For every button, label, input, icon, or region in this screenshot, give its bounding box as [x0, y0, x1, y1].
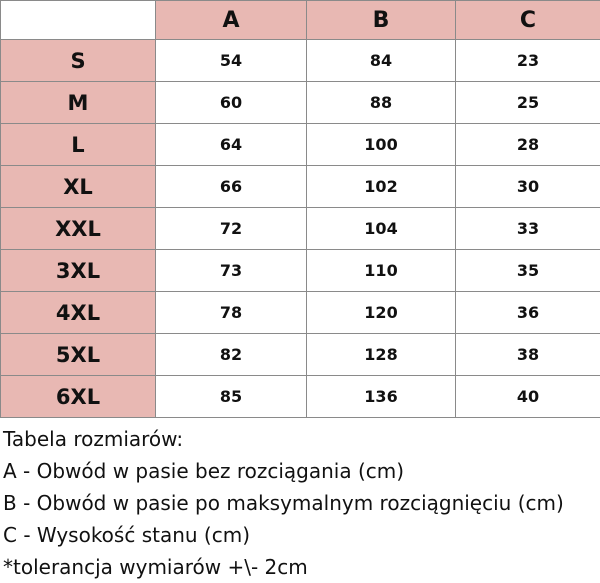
size-label: L	[1, 124, 156, 166]
size-label: M	[1, 82, 156, 124]
measurement-cell-b: 100	[307, 124, 456, 166]
note-tolerance: *tolerancja wymiarów +\- 2cm	[3, 551, 564, 583]
note-c: C - Wysokość stanu (cm)	[3, 519, 564, 551]
measurement-cell-b: 110	[307, 250, 456, 292]
column-header-c: C	[456, 1, 600, 40]
measurement-cell-b: 84	[307, 40, 456, 82]
note-a: A - Obwód w pasie bez rozciągania (cm)	[3, 455, 564, 487]
measurement-cell-a: 78	[156, 292, 307, 334]
note-b: B - Obwód w pasie po maksymalnym rozciąg…	[3, 487, 564, 519]
corner-cell	[1, 1, 156, 40]
legend-notes: Tabela rozmiarów: A - Obwód w pasie bez …	[3, 423, 564, 583]
measurement-cell-c: 30	[456, 166, 600, 208]
notes-title: Tabela rozmiarów:	[3, 423, 564, 455]
measurement-cell-b: 128	[307, 334, 456, 376]
size-label: S	[1, 40, 156, 82]
measurement-cell-c: 33	[456, 208, 600, 250]
measurement-cell-a: 72	[156, 208, 307, 250]
measurement-cell-c: 28	[456, 124, 600, 166]
measurement-cell-c: 25	[456, 82, 600, 124]
column-header-a: A	[156, 1, 307, 40]
size-label: XL	[1, 166, 156, 208]
measurement-cell-a: 60	[156, 82, 307, 124]
measurement-cell-b: 136	[307, 376, 456, 418]
size-label: 4XL	[1, 292, 156, 334]
header-row: A B C	[1, 1, 600, 40]
size-label: 5XL	[1, 334, 156, 376]
measurement-cell-a: 66	[156, 166, 307, 208]
measurement-cell-c: 38	[456, 334, 600, 376]
column-header-b: B	[307, 1, 456, 40]
measurement-cell-b: 120	[307, 292, 456, 334]
measurement-cell-a: 82	[156, 334, 307, 376]
measurement-cell-c: 23	[456, 40, 600, 82]
measurement-cell-a: 54	[156, 40, 307, 82]
measurement-cell-a: 64	[156, 124, 307, 166]
measurement-cell-b: 102	[307, 166, 456, 208]
size-label: 6XL	[1, 376, 156, 418]
measurement-cell-c: 40	[456, 376, 600, 418]
size-label: XXL	[1, 208, 156, 250]
measurement-cell-a: 73	[156, 250, 307, 292]
measurement-cell-a: 85	[156, 376, 307, 418]
measurement-cell-c: 36	[456, 292, 600, 334]
measurement-cell-b: 104	[307, 208, 456, 250]
measurement-cell-c: 35	[456, 250, 600, 292]
measurement-cell-b: 88	[307, 82, 456, 124]
size-label: 3XL	[1, 250, 156, 292]
